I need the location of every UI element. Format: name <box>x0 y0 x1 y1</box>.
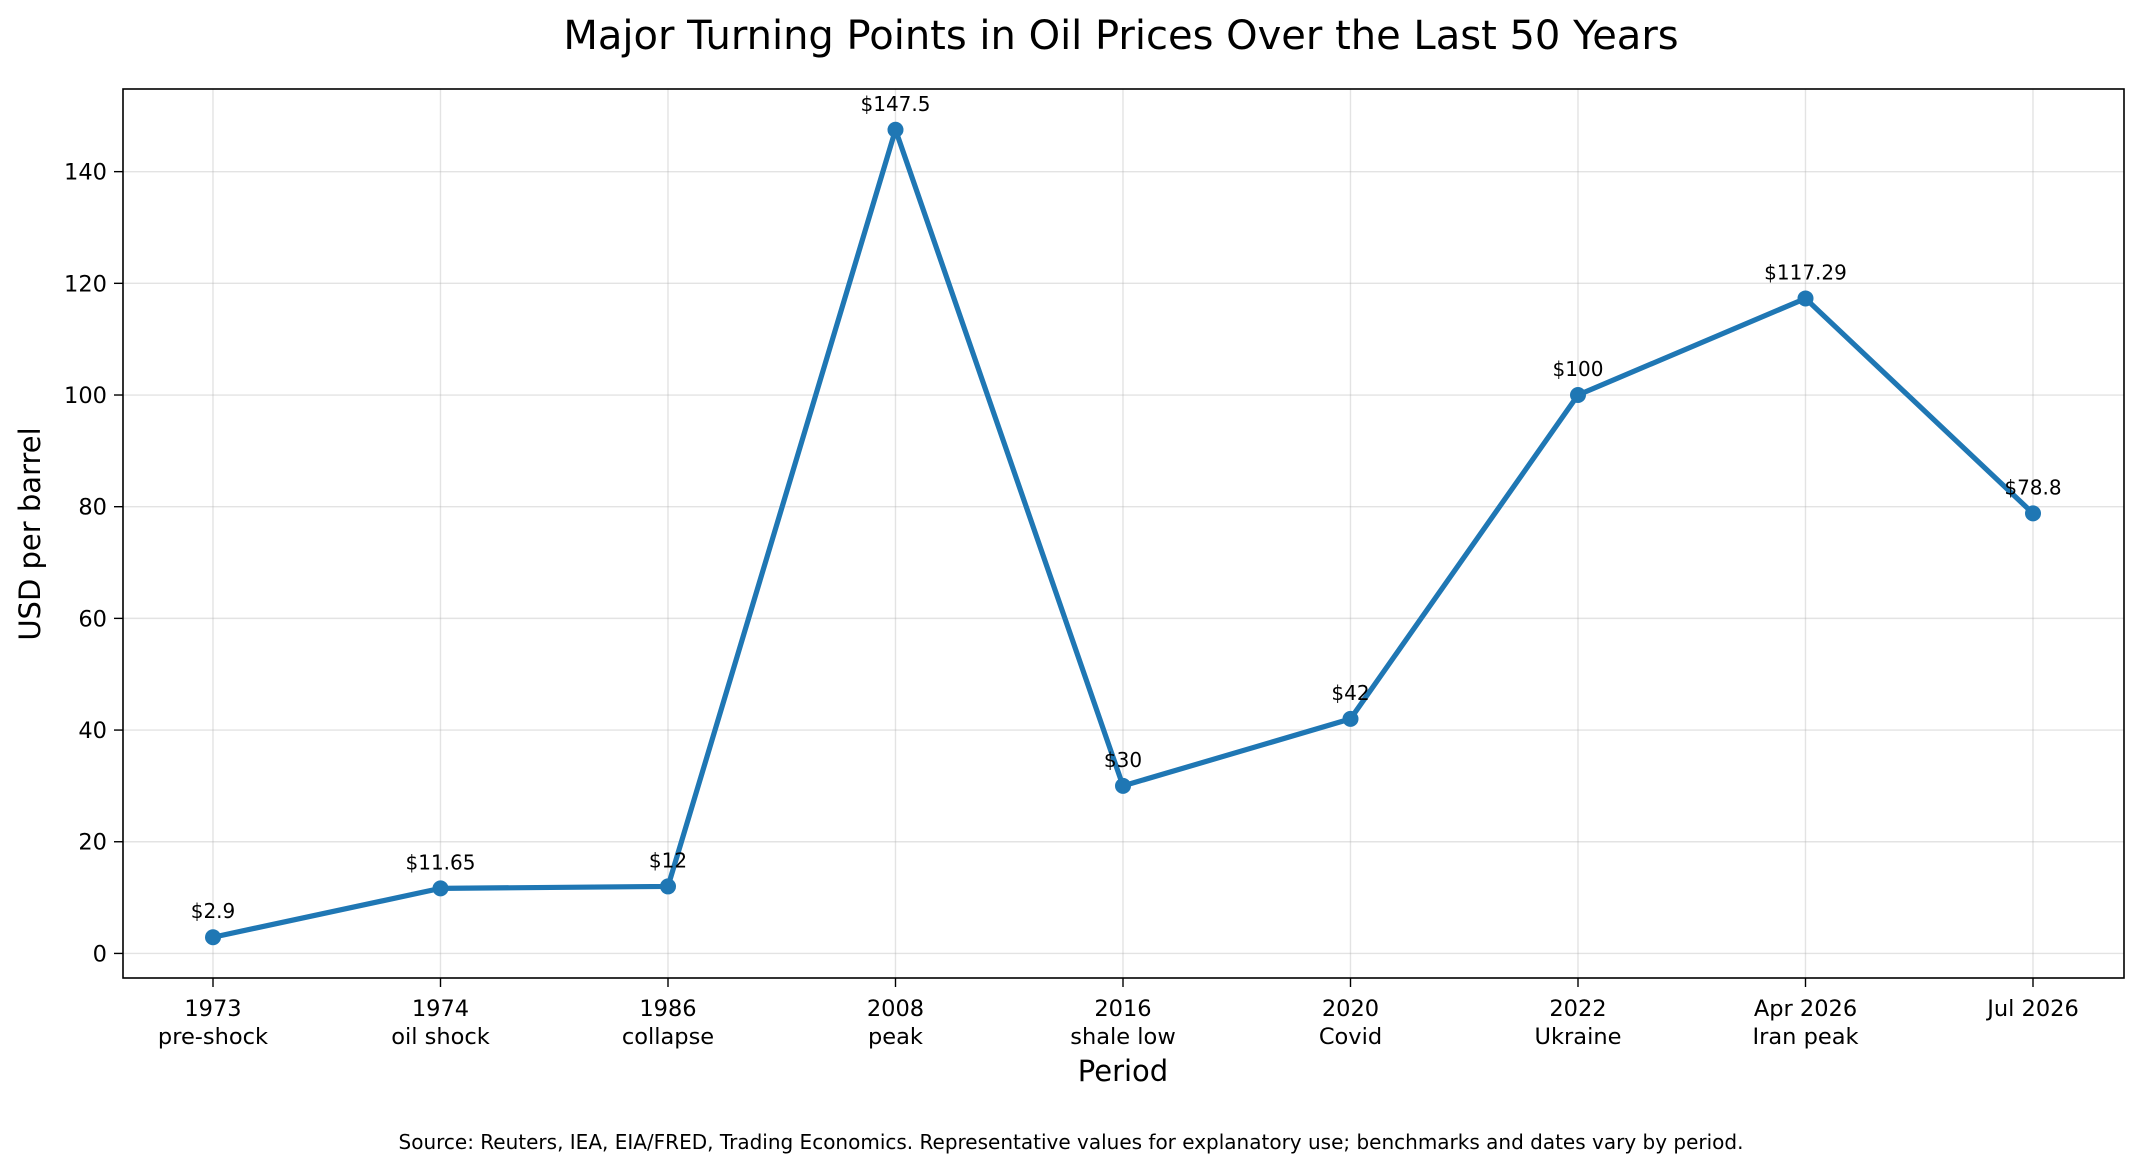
data-label: $2.9 <box>191 899 236 923</box>
x-tick-label: 1973 pre-shock <box>158 996 268 1050</box>
data-label: $147.5 <box>861 92 931 116</box>
y-tick-label: 60 <box>78 606 107 632</box>
x-tick-label: 2022 Ukraine <box>1535 996 1622 1050</box>
x-tick-label: 1986 collapse <box>622 996 714 1050</box>
x-tick-label: 2008 peak <box>867 996 924 1050</box>
data-point <box>887 121 904 138</box>
data-point <box>1115 777 1131 794</box>
y-tick-label: 40 <box>78 718 107 744</box>
x-tick-label: 2016 shale low <box>1070 996 1175 1050</box>
data-labels: $2.9 $11.65 $12 $147.5 $30 $42 $100 $117.29 $78.… <box>191 92 2062 923</box>
data-point <box>2025 505 2041 522</box>
y-tick-label: 140 <box>64 160 107 186</box>
data-label: $30 <box>1104 748 1142 772</box>
data-point <box>205 929 221 946</box>
x-tick-label: Jul 2026 <box>1985 996 2079 1022</box>
y-tick-label: 0 <box>93 941 107 967</box>
data-point <box>432 880 449 897</box>
data-point <box>1797 290 1814 307</box>
x-tick-label: 1974 oil shock <box>391 996 490 1050</box>
y-tick-label: 120 <box>64 271 107 297</box>
y-tick-label: 20 <box>78 830 107 856</box>
data-label: $11.65 <box>406 850 476 874</box>
grid <box>123 89 2124 978</box>
data-point <box>1570 387 1586 404</box>
x-tick-label: 2020 Covid <box>1319 996 1382 1050</box>
data-point <box>1342 710 1359 727</box>
y-axis-ticks: 0 20 40 60 80 100 120 140 <box>64 160 123 967</box>
data-point <box>660 878 676 895</box>
data-label: $12 <box>649 848 687 872</box>
data-label: $117.29 <box>1764 260 1847 284</box>
data-label: $100 <box>1553 357 1604 381</box>
chart-title: Major Turning Points in Oil Prices Over … <box>563 13 1678 59</box>
data-points <box>205 121 2041 946</box>
x-tick-label: Apr 2026 Iran peak <box>1752 996 1858 1050</box>
plot-frame <box>122 88 2125 979</box>
x-axis-ticks: 1973 pre-shock 1974 oil shock 1986 collapse 20… <box>158 978 2079 1050</box>
source-note: Source: Reuters, IEA, EIA/FRED, Trading … <box>399 1130 1744 1154</box>
data-label: $42 <box>1331 681 1369 705</box>
x-axis-label: Period <box>1078 1054 1168 1088</box>
y-tick-label: 100 <box>64 383 107 409</box>
y-axis-label: USD per barrel <box>13 427 47 640</box>
y-tick-label: 80 <box>78 495 107 521</box>
data-label: $78.8 <box>2004 475 2061 499</box>
